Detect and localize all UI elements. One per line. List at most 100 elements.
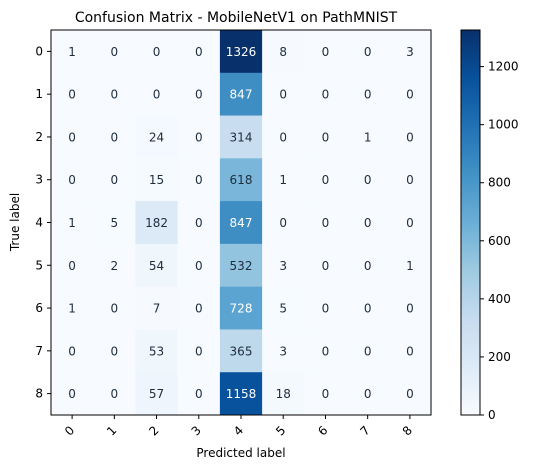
cell-value-label: 0 [322, 344, 330, 358]
cell-value-label: 3 [279, 259, 287, 273]
x-tick-label: 0 [62, 423, 77, 438]
y-axis-label: True label [8, 193, 22, 252]
y-tick-label: 8 [35, 387, 43, 401]
cell-value-label: 1 [406, 259, 414, 273]
chart-title: Confusion Matrix - MobileNetV1 on PathMN… [75, 10, 398, 26]
cell-value-label: 0 [406, 302, 414, 316]
heatmap-cell [262, 72, 305, 117]
cell-value-label: 5 [279, 302, 287, 316]
heatmap-cell [262, 243, 305, 288]
y-tick-label: 2 [35, 130, 43, 144]
cell-value-label: 0 [364, 387, 372, 401]
cell-value-label: 0 [322, 173, 330, 187]
heatmap-cell [219, 30, 263, 74]
heatmap-cell [346, 201, 390, 245]
cell-value-label: 3 [406, 45, 414, 59]
heatmap-cell [51, 201, 94, 245]
heatmap-cell [262, 30, 305, 74]
heatmap-cell [93, 286, 136, 330]
x-tick-label: 4 [231, 423, 246, 438]
cell-value-label: 1 [68, 45, 76, 59]
heatmap-cell [177, 72, 221, 117]
cell-value-label: 0 [111, 344, 119, 358]
heatmap-cell [51, 115, 94, 159]
heatmap-cell [262, 115, 305, 159]
cell-value-label: 24 [149, 130, 164, 144]
cell-value-label: 54 [149, 259, 164, 273]
heatmap-cell [177, 30, 221, 74]
cell-value-label: 618 [230, 173, 253, 187]
cell-value-label: 0 [68, 387, 76, 401]
cell-value-label: 5 [111, 216, 119, 230]
heatmap-cell [346, 243, 390, 288]
heatmap-cell [346, 286, 390, 330]
heatmap-cell [219, 72, 263, 117]
heatmap-cell [304, 72, 348, 117]
heatmap-cell [93, 30, 136, 74]
cell-value-label: 0 [111, 387, 119, 401]
cell-value-label: 0 [364, 45, 372, 59]
heatmap-cell [262, 201, 305, 245]
cell-value-label: 0 [364, 216, 372, 230]
cell-value-label: 314 [230, 130, 253, 144]
cell-value-label: 0 [406, 387, 414, 401]
heatmap-cell [135, 286, 179, 330]
heatmap-cell [304, 243, 348, 288]
cell-value-label: 1 [68, 216, 76, 230]
cell-value-label: 0 [153, 45, 161, 59]
y-tick-label: 4 [35, 216, 43, 230]
colorbar-tick-label: 1000 [488, 118, 519, 132]
cell-value-label: 0 [68, 344, 76, 358]
heatmap-cell [388, 243, 432, 288]
cell-value-label: 0 [68, 130, 76, 144]
cell-value-label: 0 [364, 88, 372, 102]
cell-value-label: 0 [279, 130, 287, 144]
cell-value-label: 0 [364, 259, 372, 273]
colorbar-tick-label: 0 [488, 408, 496, 422]
heatmap-cells: 1 0 0 0 1326 8 0 0 30 0 0 0 847 0 0 0 00 0 24 0 314 0 0 1 00 0 15 0… [51, 30, 432, 416]
cell-value-label: 0 [68, 173, 76, 187]
heatmap-cell [135, 329, 179, 373]
heatmap-cell [135, 115, 179, 159]
cell-value-label: 3 [279, 344, 287, 358]
heatmap-cell [388, 72, 432, 117]
cell-value-label: 0 [322, 259, 330, 273]
heatmap-cell [93, 158, 136, 202]
y-tick-label: 6 [35, 301, 43, 315]
heatmap-cell [93, 329, 136, 373]
cell-value-label: 0 [406, 88, 414, 102]
cell-value-label: 1326 [226, 45, 257, 59]
x-tick-label: 7 [357, 423, 372, 438]
heatmap-cell [219, 201, 263, 245]
cell-value-label: 0 [195, 173, 203, 187]
heatmap-cell [346, 72, 390, 117]
heatmap-cell [304, 329, 348, 373]
x-tick-label: 5 [273, 423, 288, 438]
heatmap-cell [388, 158, 432, 202]
heatmap-cell [93, 243, 136, 288]
heatmap-cell [51, 30, 94, 74]
cell-value-label: 0 [322, 302, 330, 316]
cell-value-label: 18 [276, 387, 291, 401]
heatmap-cell [304, 115, 348, 159]
heatmap-cell [388, 329, 432, 373]
cell-value-label: 0 [68, 259, 76, 273]
colorbar [460, 29, 481, 416]
cell-value-label: 1158 [226, 387, 257, 401]
x-tick-label: 8 [400, 423, 415, 438]
cell-value-label: 0 [322, 130, 330, 144]
heatmap-cell [346, 30, 390, 74]
heatmap-cell [304, 158, 348, 202]
heatmap-cell [219, 158, 263, 202]
cell-value-label: 365 [230, 344, 253, 358]
heatmap-cell [177, 329, 221, 373]
cell-value-label: 0 [195, 45, 203, 59]
heatmap-cell [177, 243, 221, 288]
heatmap-cell [177, 201, 221, 245]
heatmap-cell [51, 72, 94, 117]
heatmap-cell [177, 115, 221, 159]
cell-value-label: 0 [279, 216, 287, 230]
heatmap-cell [93, 372, 136, 416]
heatmap-cell [346, 372, 390, 416]
